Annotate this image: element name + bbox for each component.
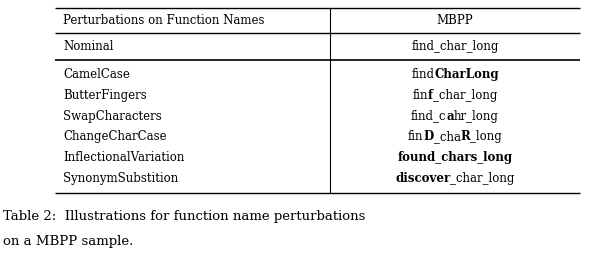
Text: CamelCase: CamelCase: [63, 68, 130, 81]
Text: Nominal: Nominal: [63, 40, 113, 53]
Text: f: f: [428, 89, 433, 102]
Text: found_chars_long: found_chars_long: [398, 151, 513, 164]
Text: find_c: find_c: [411, 109, 447, 123]
Text: SynonymSubstition: SynonymSubstition: [63, 172, 178, 185]
Text: Table 2:  Illustrations for function name perturbations: Table 2: Illustrations for function name…: [3, 210, 365, 223]
Text: on a MBPP sample.: on a MBPP sample.: [3, 235, 133, 248]
Text: ButterFingers: ButterFingers: [63, 89, 147, 102]
Text: hr_long: hr_long: [454, 109, 499, 123]
Text: SwapCharacters: SwapCharacters: [63, 109, 162, 123]
Text: _long: _long: [470, 130, 502, 143]
Text: _char_long: _char_long: [433, 89, 498, 102]
Text: ChangeCharCase: ChangeCharCase: [63, 130, 167, 143]
Text: MBPP: MBPP: [437, 14, 473, 27]
Text: find: find: [411, 68, 434, 81]
Text: Perturbations on Function Names: Perturbations on Function Names: [63, 14, 264, 27]
Text: InflectionalVariation: InflectionalVariation: [63, 151, 184, 164]
Text: fin: fin: [408, 130, 424, 143]
Text: discover: discover: [395, 172, 450, 185]
Text: _cha: _cha: [434, 130, 461, 143]
Text: a: a: [447, 109, 454, 123]
Text: find_char_long: find_char_long: [411, 40, 499, 53]
Text: _char_long: _char_long: [450, 172, 515, 185]
Text: fin: fin: [413, 89, 428, 102]
Text: D: D: [424, 130, 434, 143]
Text: CharLong: CharLong: [434, 68, 499, 81]
Text: R: R: [461, 130, 470, 143]
